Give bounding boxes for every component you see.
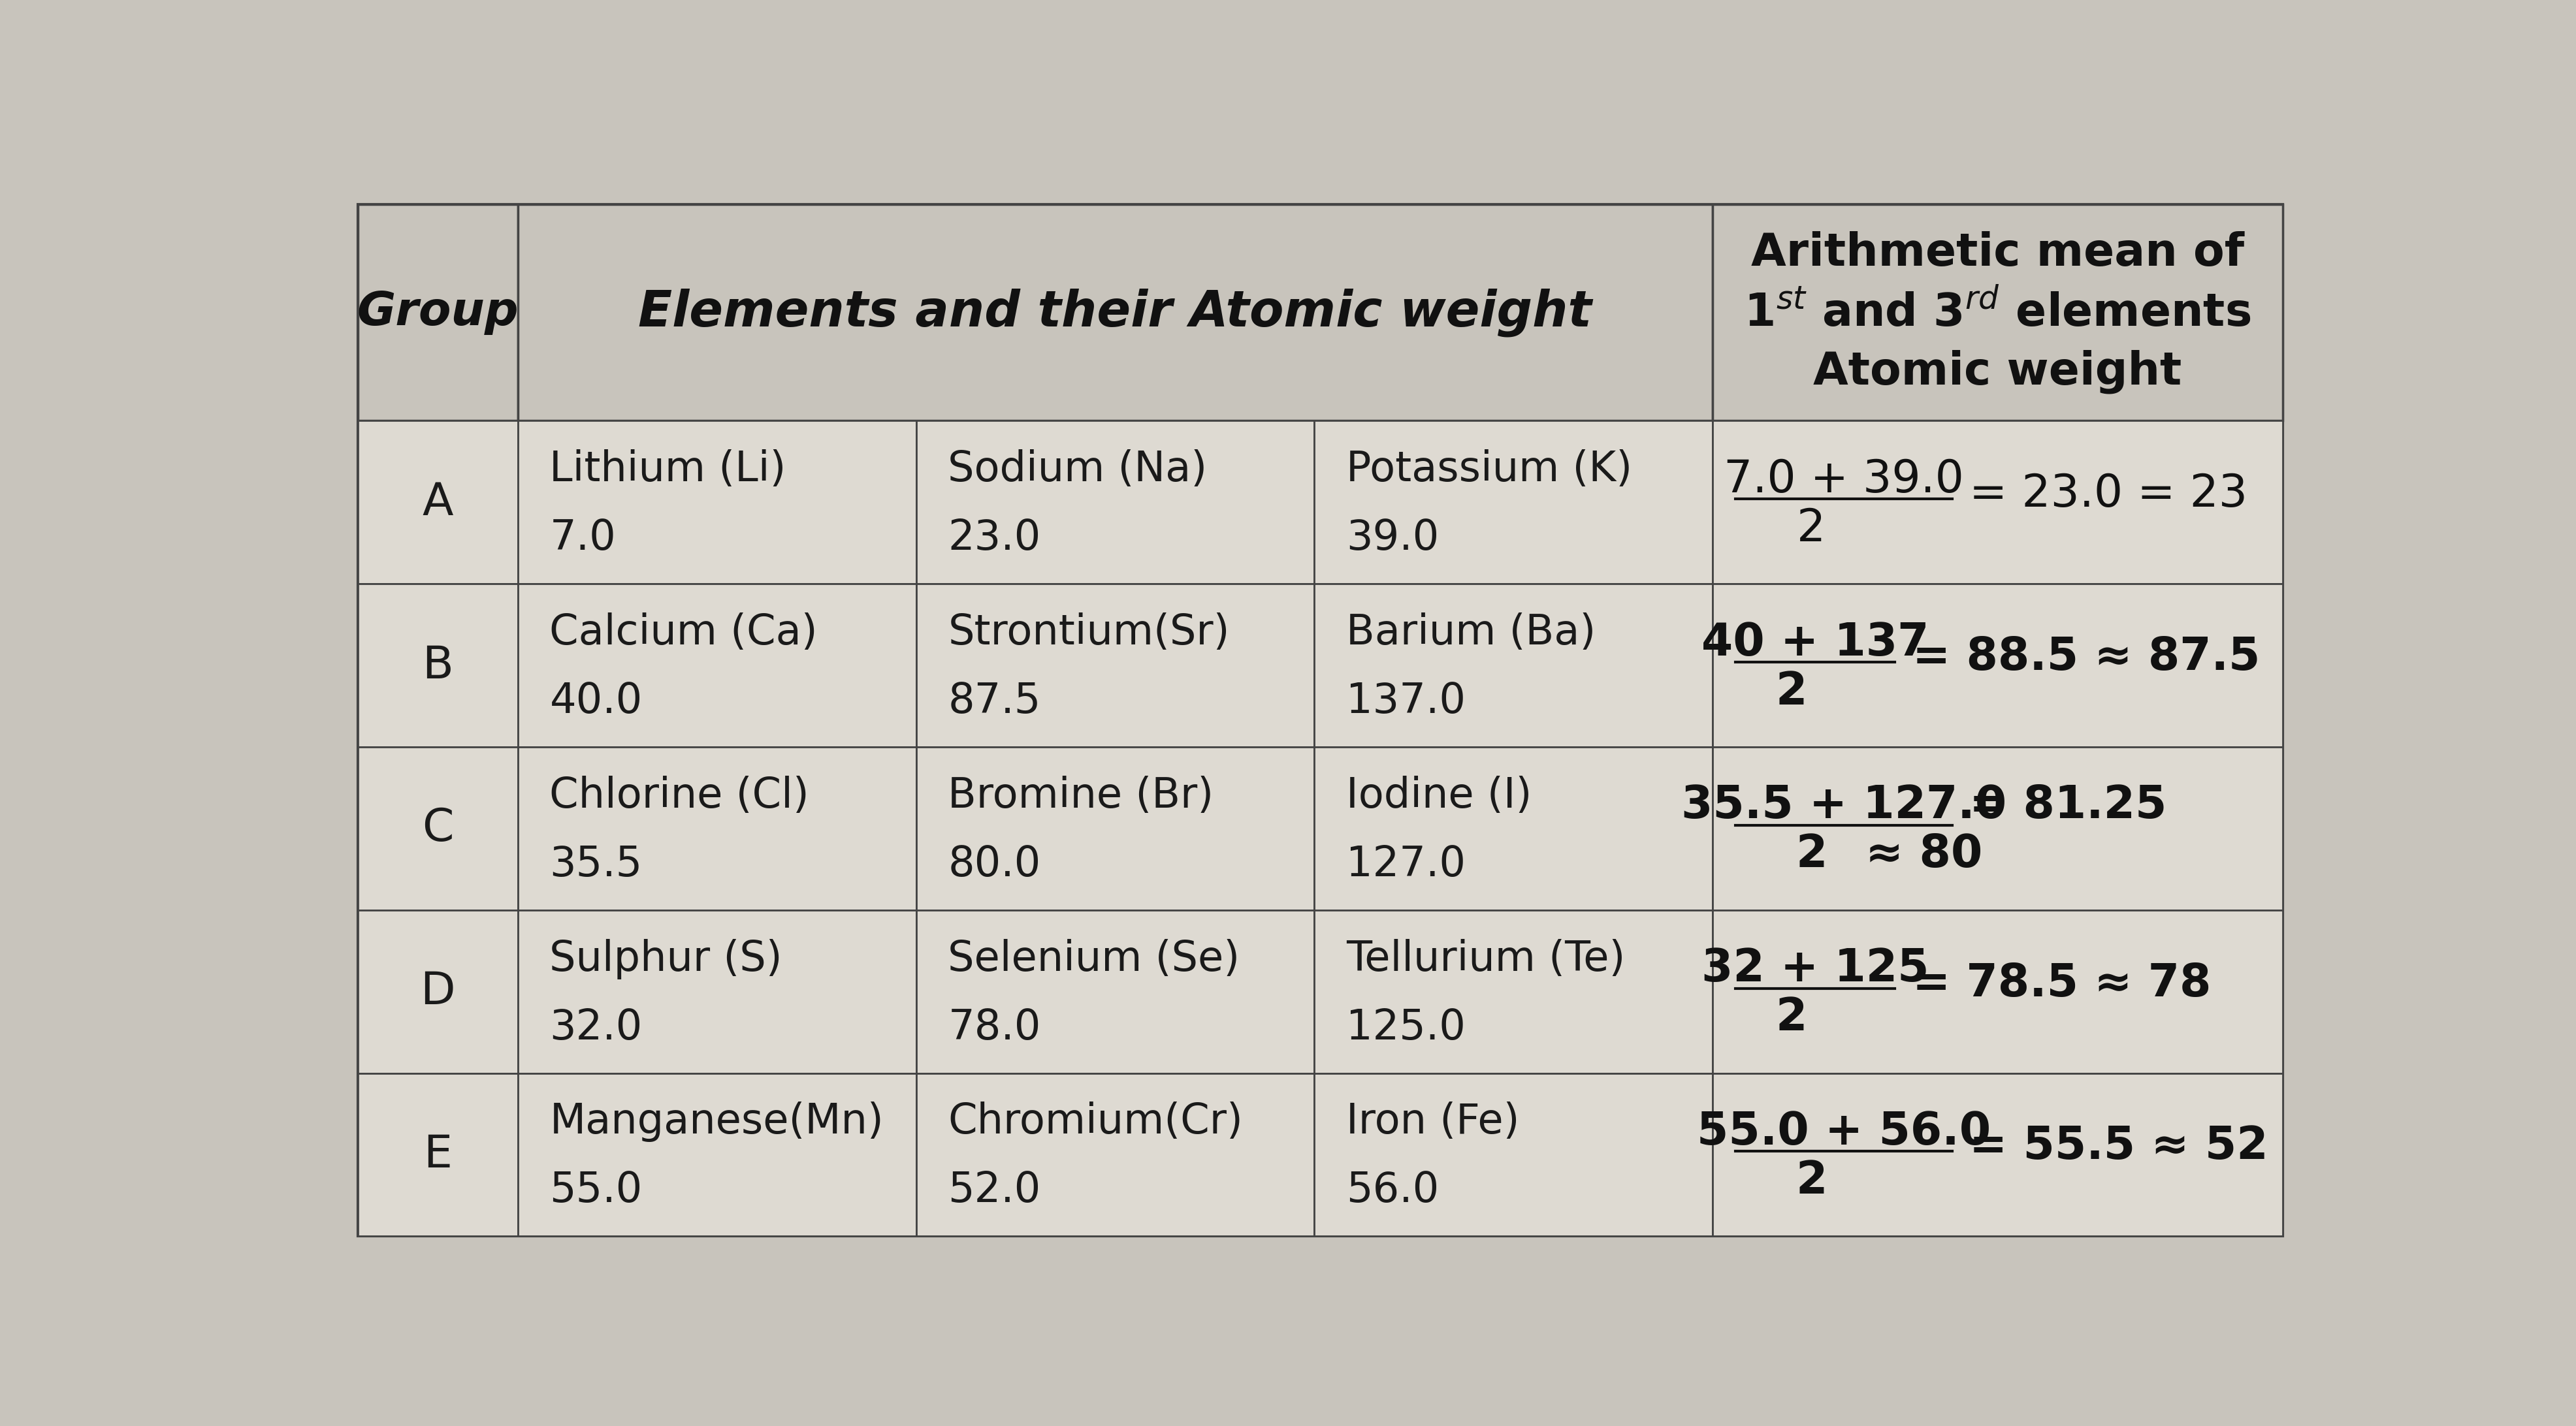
Bar [1713,204,2282,421]
Text: 55.0 + 56.0: 55.0 + 56.0 [1698,1109,1991,1154]
Bar [518,747,917,910]
Bar [1314,421,1713,583]
Text: 40.0: 40.0 [549,682,641,722]
Text: = 88.5 ≈ 87.5: = 88.5 ≈ 87.5 [1911,636,2259,679]
Text: D: D [420,970,456,1014]
Bar [917,747,1314,910]
Text: E: E [422,1132,453,1176]
Text: Group: Group [358,289,518,335]
Bar [518,910,917,1074]
Text: ≈ 80: ≈ 80 [1865,833,1984,877]
Text: 7.0: 7.0 [549,518,616,559]
Text: Iodine (I): Iodine (I) [1347,776,1533,816]
Text: 55.0: 55.0 [549,1171,641,1211]
Text: 39.0: 39.0 [1347,518,1440,559]
Bar [917,910,1314,1074]
Bar [1713,747,2282,910]
Bar [917,583,1314,747]
Text: Potassium (K): Potassium (K) [1347,449,1633,491]
Text: 32 + 125: 32 + 125 [1703,947,1929,991]
Text: Iron (Fe): Iron (Fe) [1347,1102,1520,1142]
Bar [518,421,917,583]
Text: Lithium (Li): Lithium (Li) [549,449,786,491]
Text: = 78.5 ≈ 78: = 78.5 ≈ 78 [1911,961,2210,1005]
Text: Bromine (Br): Bromine (Br) [948,776,1213,816]
Text: 2: 2 [1795,833,1826,877]
Text: Selenium (Se): Selenium (Se) [948,938,1239,980]
Bar [358,910,518,1074]
Text: Sulphur (S): Sulphur (S) [549,938,783,980]
Bar [358,583,518,747]
Text: = 81.25: = 81.25 [1968,784,2166,827]
Bar [518,583,917,747]
Text: Tellurium (Te): Tellurium (Te) [1347,938,1625,980]
Bar [1713,421,2282,583]
Text: Arithmetic mean of
1$^{st}$ and 3$^{rd}$ elements
Atomic weight: Arithmetic mean of 1$^{st}$ and 3$^{rd}$… [1744,231,2251,394]
Bar [358,747,518,910]
Bar [917,1074,1314,1236]
Bar [917,421,1314,583]
Bar [1713,583,2282,747]
Text: 127.0: 127.0 [1347,844,1466,884]
Bar [518,204,1713,421]
Text: Sodium (Na): Sodium (Na) [948,449,1208,491]
Text: Barium (Ba): Barium (Ba) [1347,613,1597,653]
Bar [518,1074,917,1236]
Text: Manganese(Mn): Manganese(Mn) [549,1102,884,1142]
Text: Strontium(Sr): Strontium(Sr) [948,613,1229,653]
Text: 2: 2 [1798,506,1826,550]
Bar [1713,910,2282,1074]
Text: 35.5 + 127.0: 35.5 + 127.0 [1682,784,2007,827]
Text: 7.0 + 39.0: 7.0 + 39.0 [1723,458,1963,502]
Text: 56.0: 56.0 [1347,1171,1440,1211]
Text: 125.0: 125.0 [1347,1007,1466,1048]
Text: A: A [422,481,453,525]
Text: 32.0: 32.0 [549,1007,641,1048]
Text: 137.0: 137.0 [1347,682,1466,722]
Text: 2: 2 [1775,995,1808,1040]
Bar [1713,1074,2282,1236]
Bar [358,204,518,421]
Text: Elements and their Atomic weight: Elements and their Atomic weight [639,288,1592,337]
Text: 2: 2 [1795,1159,1826,1202]
Text: 80.0: 80.0 [948,844,1041,884]
Text: 78.0: 78.0 [948,1007,1041,1048]
Bar [1314,910,1713,1074]
Text: Chromium(Cr): Chromium(Cr) [948,1102,1244,1142]
Bar [358,1074,518,1236]
Text: 35.5: 35.5 [549,844,641,884]
Text: C: C [422,807,453,850]
Bar [1314,747,1713,910]
Bar [1314,583,1713,747]
Text: 23.0: 23.0 [948,518,1041,559]
Text: 87.5: 87.5 [948,682,1041,722]
Text: = 23.0 = 23: = 23.0 = 23 [1968,472,2246,516]
Text: 40 + 137: 40 + 137 [1703,620,1929,665]
Text: B: B [422,643,453,687]
Text: 52.0: 52.0 [948,1171,1041,1211]
Text: Chlorine (Cl): Chlorine (Cl) [549,776,809,816]
Text: Calcium (Ca): Calcium (Ca) [549,613,817,653]
Text: = 55.5 ≈ 52: = 55.5 ≈ 52 [1968,1125,2267,1168]
Text: 2: 2 [1775,670,1808,713]
Bar [358,421,518,583]
Bar [1314,1074,1713,1236]
